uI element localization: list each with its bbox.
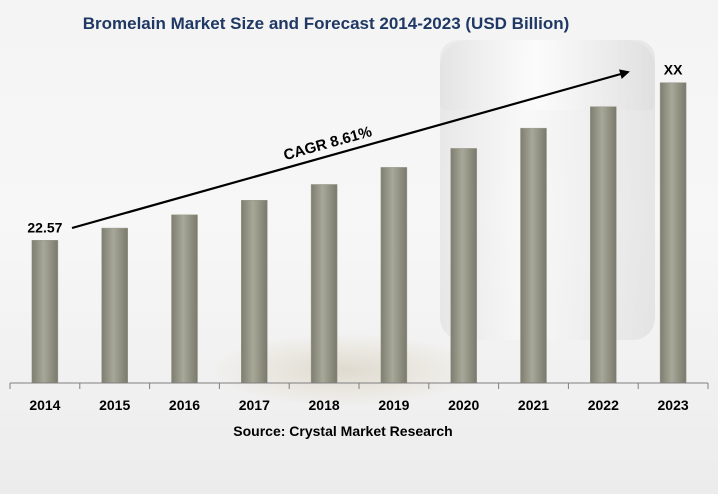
bar-2023 xyxy=(659,82,687,384)
bar-2018 xyxy=(310,184,338,384)
x-tick-label-2019: 2019 xyxy=(378,397,409,413)
bar-2016 xyxy=(171,214,198,384)
x-tick-label-2023: 2023 xyxy=(658,397,689,413)
x-tick-label-2017: 2017 xyxy=(239,397,270,413)
bar-2021 xyxy=(520,127,547,384)
x-axis-ticks xyxy=(9,383,709,389)
bars-group xyxy=(31,82,687,384)
x-tick-label-2015: 2015 xyxy=(99,397,130,413)
x-tick-label-2018: 2018 xyxy=(309,397,340,413)
chart-title: Bromelain Market Size and Forecast 2014-… xyxy=(83,14,570,33)
x-tick-label-2022: 2022 xyxy=(588,397,619,413)
data-labels-group: 22.57 XX xyxy=(27,62,683,236)
data-label-2023: XX xyxy=(664,62,683,78)
bar-2019 xyxy=(380,167,408,384)
bar-2017 xyxy=(241,200,268,384)
x-tick-label-2016: 2016 xyxy=(169,397,200,413)
source-note: Source: Crystal Market Research xyxy=(233,423,452,439)
cagr-annotation: CAGR 8.61% xyxy=(282,123,374,164)
bar-2014 xyxy=(31,240,59,384)
bar-2022 xyxy=(590,106,617,384)
x-axis-tick-labels: 2014 2015 2016 2017 2018 2019 2020 2021 2022 2023 xyxy=(29,397,689,413)
bar-2015 xyxy=(101,227,128,384)
bar-2020 xyxy=(450,148,477,384)
x-tick-label-2014: 2014 xyxy=(29,397,60,413)
x-tick-label-2020: 2020 xyxy=(448,397,479,413)
x-tick-label-2021: 2021 xyxy=(518,397,549,413)
cagr-arrow xyxy=(71,69,630,230)
data-label-2014: 22.57 xyxy=(27,219,62,235)
